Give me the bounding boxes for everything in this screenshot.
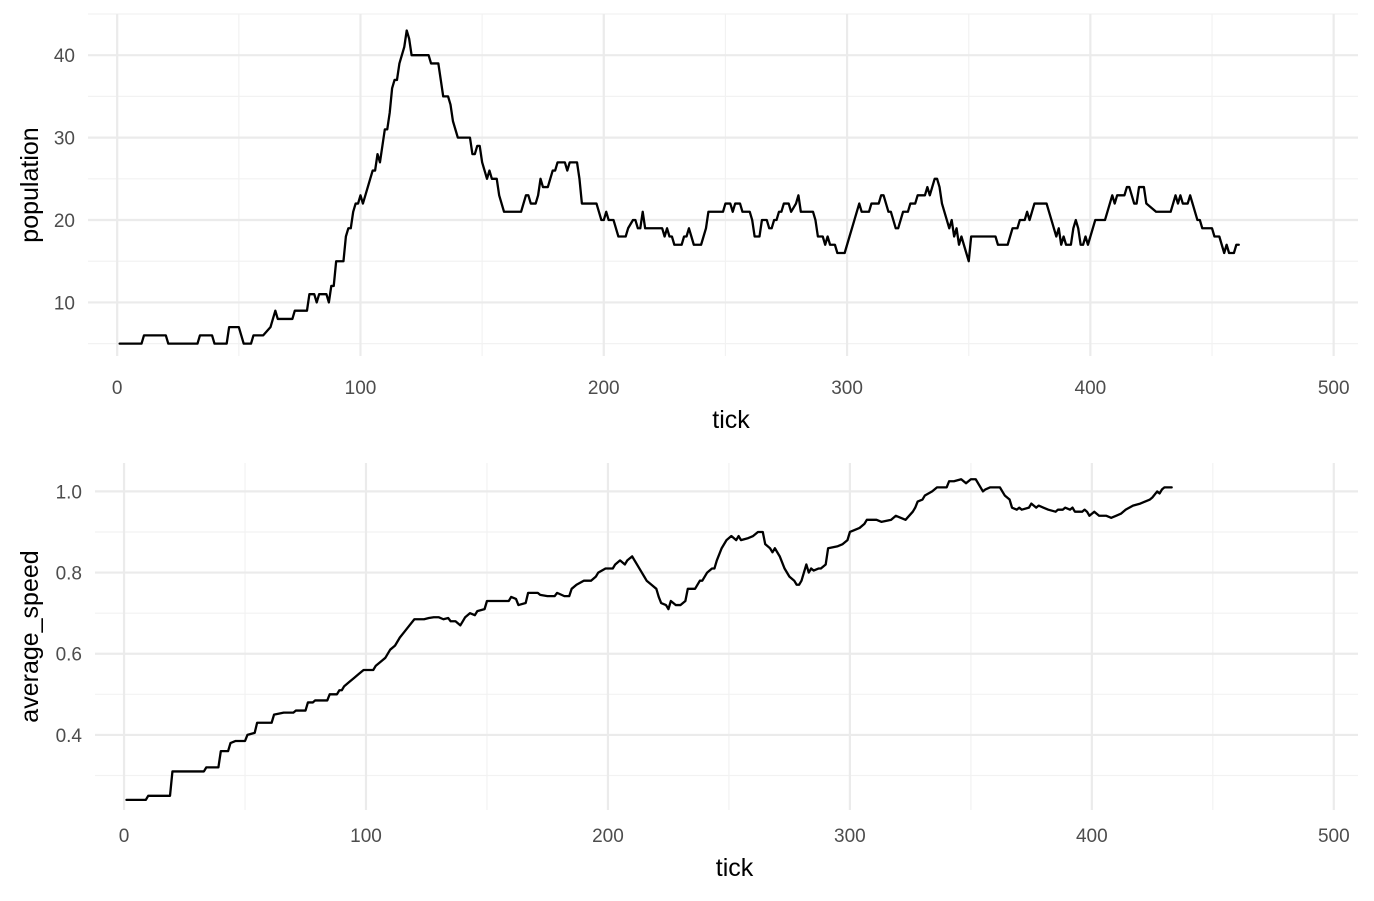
x-tick-label: 200 <box>588 378 620 399</box>
x-tick-label: 400 <box>1076 826 1108 847</box>
x-tick-label: 500 <box>1318 378 1350 399</box>
y-tick-label: 30 <box>54 129 75 150</box>
y-tick-label: 0.6 <box>56 645 82 666</box>
x-axis-title: tick <box>716 854 754 882</box>
y-tick-label: 40 <box>54 46 75 67</box>
y-tick-label: 1.0 <box>56 482 82 503</box>
x-tick-label: 300 <box>834 826 866 847</box>
x-tick-label: 100 <box>345 378 377 399</box>
y-axis-title: average_speed <box>16 550 44 722</box>
average-speed-panel: 0 100 200 300 400 500 0.4 0.6 0.8 1.0 tick average_… <box>16 463 1358 882</box>
average-speed-gridlines <box>95 463 1358 810</box>
y-tick-label: 10 <box>54 293 75 314</box>
x-tick-label: 0 <box>119 826 130 847</box>
x-tick-label: 400 <box>1075 378 1107 399</box>
x-tick-label: 100 <box>350 826 382 847</box>
population-gridlines <box>88 13 1358 356</box>
y-axis-title: population <box>16 127 44 242</box>
y-tick-label: 0.8 <box>56 564 82 585</box>
y-tick-label: 0.4 <box>56 726 83 747</box>
x-tick-label: 200 <box>592 826 624 847</box>
average-speed-series-line <box>125 478 1173 801</box>
x-tick-label: 300 <box>831 378 863 399</box>
y-tick-label: 20 <box>54 211 75 232</box>
population-panel: 0 100 200 300 400 500 10 20 30 40 tick population <box>16 13 1358 434</box>
x-axis-title: tick <box>712 406 750 434</box>
x-tick-label: 0 <box>112 378 123 399</box>
x-tick-label: 500 <box>1318 826 1350 847</box>
population-series-line <box>118 29 1240 345</box>
